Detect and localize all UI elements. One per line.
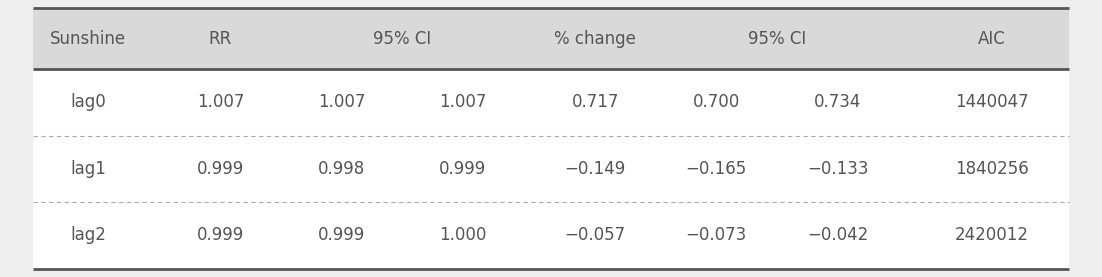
Text: 1.007: 1.007 <box>440 94 486 111</box>
Text: lag2: lag2 <box>71 227 106 244</box>
Text: 0.999: 0.999 <box>318 227 365 244</box>
Text: 2420012: 2420012 <box>954 227 1029 244</box>
Text: 0.999: 0.999 <box>197 227 244 244</box>
Text: 95% CI: 95% CI <box>748 30 806 48</box>
Text: −0.133: −0.133 <box>807 160 868 178</box>
Text: % change: % change <box>554 30 636 48</box>
Text: lag1: lag1 <box>71 160 106 178</box>
Text: lag0: lag0 <box>71 94 106 111</box>
Text: −0.073: −0.073 <box>685 227 747 244</box>
Text: Sunshine: Sunshine <box>50 30 127 48</box>
Text: 0.999: 0.999 <box>440 160 486 178</box>
Text: 1.000: 1.000 <box>440 227 486 244</box>
Text: 0.700: 0.700 <box>693 94 739 111</box>
Text: 0.998: 0.998 <box>318 160 365 178</box>
Text: 0.734: 0.734 <box>814 94 861 111</box>
Text: 1840256: 1840256 <box>955 160 1028 178</box>
Text: −0.057: −0.057 <box>564 227 626 244</box>
Text: 1.007: 1.007 <box>318 94 365 111</box>
Bar <box>33 8 1069 69</box>
Text: −0.165: −0.165 <box>685 160 747 178</box>
Text: 95% CI: 95% CI <box>374 30 431 48</box>
Bar <box>33 69 1069 269</box>
Text: 1.007: 1.007 <box>197 94 244 111</box>
Text: −0.042: −0.042 <box>807 227 868 244</box>
Text: AIC: AIC <box>977 30 1006 48</box>
Text: 0.999: 0.999 <box>197 160 244 178</box>
Text: 1440047: 1440047 <box>955 94 1028 111</box>
Text: 0.717: 0.717 <box>572 94 618 111</box>
Text: RR: RR <box>208 30 233 48</box>
Text: −0.149: −0.149 <box>564 160 626 178</box>
